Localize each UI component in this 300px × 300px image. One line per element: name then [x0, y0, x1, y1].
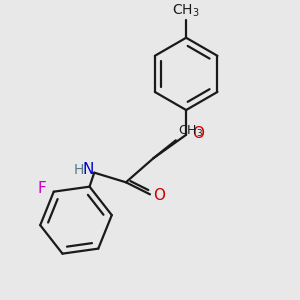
Text: CH$_3$: CH$_3$: [172, 2, 200, 19]
Text: F: F: [38, 182, 46, 196]
Text: H: H: [74, 163, 84, 177]
Text: O: O: [192, 126, 204, 141]
Text: N: N: [82, 162, 94, 177]
Text: CH$_3$: CH$_3$: [178, 124, 203, 139]
Text: O: O: [153, 188, 165, 202]
